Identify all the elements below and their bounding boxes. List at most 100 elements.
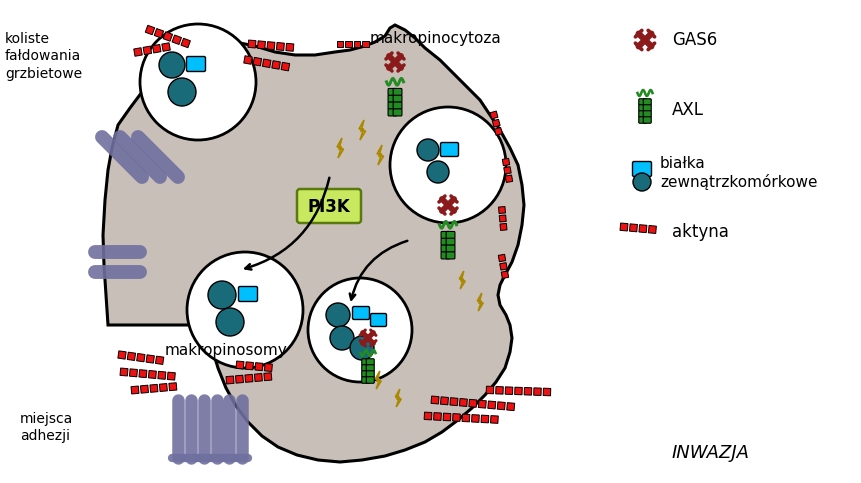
Text: miejsca
adhezji: miejsca adhezji: [20, 412, 73, 443]
Polygon shape: [162, 43, 170, 51]
Polygon shape: [276, 43, 284, 50]
Polygon shape: [235, 375, 243, 383]
Polygon shape: [443, 413, 450, 421]
Polygon shape: [264, 364, 272, 371]
Polygon shape: [172, 35, 182, 44]
Text: AXL: AXL: [672, 101, 703, 119]
Polygon shape: [459, 398, 467, 407]
Text: GAS6: GAS6: [672, 31, 716, 49]
Polygon shape: [152, 44, 161, 53]
FancyBboxPatch shape: [387, 109, 396, 116]
Text: aktyna: aktyna: [672, 223, 728, 241]
Polygon shape: [140, 385, 148, 393]
Polygon shape: [505, 387, 512, 395]
Polygon shape: [495, 386, 503, 394]
FancyBboxPatch shape: [352, 307, 369, 319]
Polygon shape: [502, 158, 509, 166]
Polygon shape: [146, 355, 154, 363]
Polygon shape: [498, 254, 505, 262]
FancyBboxPatch shape: [638, 111, 646, 117]
Text: białka
zewnątrzkomórkowe: białka zewnątrzkomórkowe: [660, 156, 816, 190]
Polygon shape: [118, 351, 126, 359]
Polygon shape: [262, 59, 270, 68]
Polygon shape: [358, 120, 365, 140]
Polygon shape: [129, 369, 137, 377]
Polygon shape: [647, 226, 655, 233]
Polygon shape: [131, 386, 139, 394]
Polygon shape: [490, 111, 498, 119]
Polygon shape: [500, 271, 508, 279]
Text: PI3K: PI3K: [307, 198, 350, 216]
Polygon shape: [461, 414, 469, 422]
Polygon shape: [490, 415, 498, 423]
Polygon shape: [433, 412, 441, 420]
Circle shape: [426, 161, 449, 183]
Polygon shape: [375, 371, 381, 389]
Polygon shape: [471, 414, 479, 422]
Circle shape: [632, 173, 650, 191]
Circle shape: [417, 139, 438, 161]
Polygon shape: [468, 399, 476, 407]
Polygon shape: [139, 369, 146, 378]
FancyBboxPatch shape: [440, 142, 458, 156]
Text: INWAZJA: INWAZJA: [672, 444, 749, 462]
Polygon shape: [424, 412, 431, 420]
Polygon shape: [257, 41, 265, 49]
Polygon shape: [395, 389, 400, 407]
FancyBboxPatch shape: [642, 99, 651, 105]
Polygon shape: [353, 41, 360, 47]
FancyBboxPatch shape: [370, 313, 386, 327]
Polygon shape: [127, 352, 135, 360]
Polygon shape: [629, 224, 636, 232]
Circle shape: [216, 308, 244, 336]
Circle shape: [389, 107, 505, 223]
Polygon shape: [281, 62, 289, 71]
FancyBboxPatch shape: [297, 189, 361, 223]
Polygon shape: [478, 400, 486, 408]
Polygon shape: [345, 41, 351, 47]
Polygon shape: [146, 25, 154, 35]
Polygon shape: [494, 128, 502, 135]
FancyBboxPatch shape: [441, 238, 449, 245]
Polygon shape: [254, 373, 262, 382]
Polygon shape: [245, 362, 253, 370]
Polygon shape: [440, 397, 448, 405]
Polygon shape: [155, 356, 164, 365]
Polygon shape: [137, 354, 145, 362]
FancyBboxPatch shape: [387, 95, 396, 102]
Polygon shape: [248, 40, 256, 48]
Circle shape: [158, 52, 185, 78]
FancyBboxPatch shape: [362, 359, 369, 365]
Circle shape: [139, 24, 256, 140]
FancyBboxPatch shape: [441, 245, 449, 252]
Polygon shape: [154, 28, 164, 38]
Text: koliste
fałdowania
grzbietowe: koliste fałdowania grzbietowe: [5, 32, 82, 81]
FancyBboxPatch shape: [393, 88, 401, 96]
Polygon shape: [236, 361, 244, 369]
FancyBboxPatch shape: [366, 365, 374, 371]
Polygon shape: [167, 372, 175, 380]
FancyBboxPatch shape: [642, 117, 651, 123]
FancyBboxPatch shape: [366, 371, 374, 377]
FancyBboxPatch shape: [393, 102, 401, 109]
Circle shape: [325, 303, 350, 327]
FancyBboxPatch shape: [446, 252, 455, 259]
FancyBboxPatch shape: [362, 371, 369, 377]
Circle shape: [350, 336, 374, 360]
Polygon shape: [159, 384, 167, 392]
Polygon shape: [163, 32, 172, 41]
Polygon shape: [492, 119, 499, 127]
FancyBboxPatch shape: [441, 252, 449, 259]
FancyBboxPatch shape: [638, 99, 646, 105]
Polygon shape: [477, 293, 483, 311]
FancyBboxPatch shape: [446, 245, 455, 252]
Polygon shape: [499, 263, 506, 270]
Polygon shape: [505, 175, 512, 183]
Polygon shape: [286, 43, 294, 51]
FancyBboxPatch shape: [366, 359, 374, 365]
Polygon shape: [267, 42, 275, 50]
FancyBboxPatch shape: [387, 88, 396, 96]
Circle shape: [307, 278, 412, 382]
FancyBboxPatch shape: [638, 105, 646, 111]
Polygon shape: [503, 167, 511, 174]
